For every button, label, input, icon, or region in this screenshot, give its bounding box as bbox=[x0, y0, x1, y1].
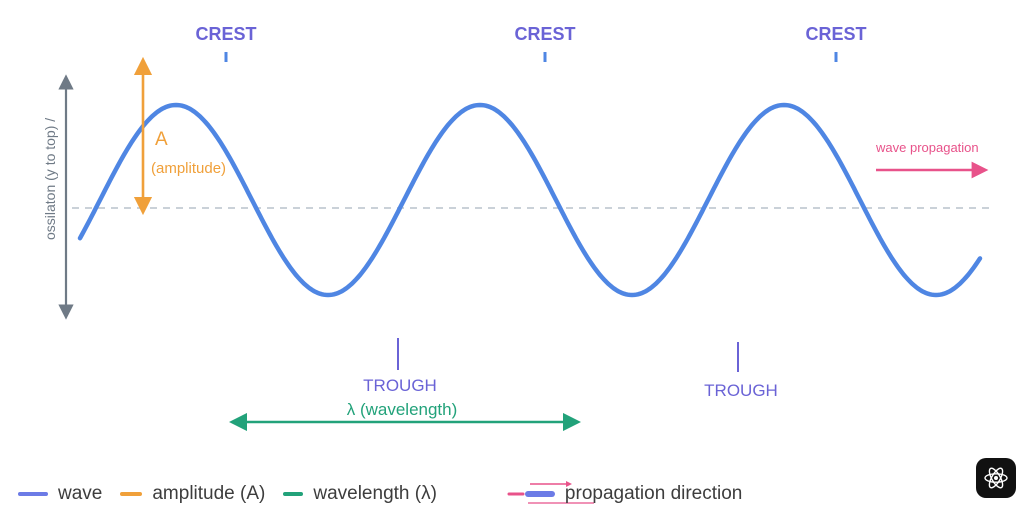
legend-label-amplitude: amplitude (A) bbox=[152, 483, 266, 504]
legend-label-wave: wave bbox=[58, 483, 103, 504]
crest-label: CREST bbox=[805, 24, 866, 44]
amplitude-letter: A bbox=[155, 129, 168, 150]
legend: wave amplitude (A) wavelength (λ) propag… bbox=[18, 480, 760, 508]
legend-swatch-amplitude bbox=[120, 492, 143, 496]
trough-label: TROUGH bbox=[363, 376, 437, 395]
atom-icon[interactable] bbox=[976, 458, 1016, 498]
legend-item-amplitude: amplitude (A) bbox=[120, 483, 265, 505]
legend-swatch-wave bbox=[18, 492, 48, 496]
legend-item-propagation: propagation direction bbox=[524, 483, 743, 505]
legend-swatch-wavelength bbox=[283, 492, 304, 496]
oscillation-axis-label: ossilaton (y to top) / bbox=[42, 118, 58, 240]
crest-marker: CREST bbox=[805, 24, 867, 62]
trough-label: TROUGH bbox=[704, 381, 778, 400]
crest-label: CREST bbox=[195, 24, 256, 44]
legend-item-wave: wave bbox=[18, 483, 102, 505]
crest-marker: CREST bbox=[195, 24, 257, 62]
legend-swatch-propagation bbox=[524, 491, 555, 497]
legend-item-wavelength: wavelength (λ) bbox=[283, 483, 437, 505]
trough-marker: TROUGH bbox=[363, 338, 437, 395]
crest-marker: CREST bbox=[514, 24, 576, 62]
legend-propagation-glyph bbox=[507, 481, 594, 504]
atom-icon-graphic bbox=[984, 467, 1008, 489]
trough-marker: TROUGH bbox=[704, 342, 778, 400]
amplitude-label: (amplitude) bbox=[151, 160, 226, 177]
wavelength-label: λ (wavelength) bbox=[347, 400, 458, 419]
legend-label-wavelength: wavelength (λ) bbox=[313, 483, 437, 504]
crest-label: CREST bbox=[514, 24, 575, 44]
legend-label-propagation: propagation direction bbox=[564, 483, 743, 504]
propagation-label: wave propagation bbox=[875, 140, 979, 155]
sine-wave bbox=[77, 102, 983, 298]
